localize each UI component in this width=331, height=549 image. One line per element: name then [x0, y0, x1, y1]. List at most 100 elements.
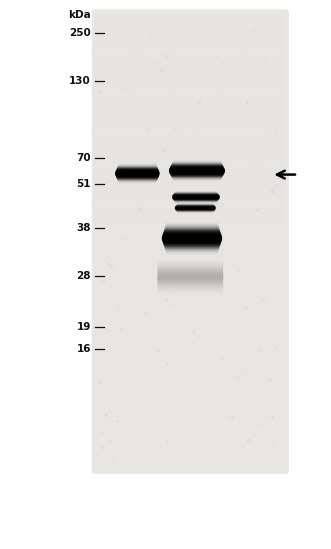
Text: 51: 51 — [76, 179, 91, 189]
Text: 19: 19 — [77, 322, 91, 332]
FancyBboxPatch shape — [173, 194, 219, 198]
FancyBboxPatch shape — [172, 176, 221, 180]
FancyBboxPatch shape — [116, 169, 159, 173]
FancyBboxPatch shape — [92, 9, 289, 474]
FancyBboxPatch shape — [164, 230, 220, 234]
FancyBboxPatch shape — [174, 198, 218, 201]
FancyBboxPatch shape — [164, 243, 220, 248]
FancyBboxPatch shape — [117, 177, 158, 181]
FancyBboxPatch shape — [175, 205, 215, 209]
FancyBboxPatch shape — [170, 166, 223, 170]
Bar — [94, 376, 286, 387]
Bar — [94, 306, 286, 317]
FancyBboxPatch shape — [174, 198, 218, 201]
FancyBboxPatch shape — [172, 161, 221, 165]
FancyBboxPatch shape — [163, 239, 221, 244]
FancyBboxPatch shape — [176, 204, 214, 208]
Bar — [94, 236, 286, 247]
Bar — [94, 434, 286, 446]
Bar — [94, 259, 286, 271]
Bar — [94, 189, 286, 200]
Bar — [94, 14, 286, 25]
FancyBboxPatch shape — [170, 170, 224, 174]
FancyBboxPatch shape — [117, 166, 158, 170]
FancyBboxPatch shape — [172, 163, 222, 167]
FancyBboxPatch shape — [169, 169, 225, 173]
Bar — [94, 131, 286, 142]
FancyBboxPatch shape — [162, 237, 222, 242]
FancyBboxPatch shape — [164, 229, 220, 233]
FancyBboxPatch shape — [177, 209, 214, 212]
FancyBboxPatch shape — [116, 170, 159, 173]
FancyBboxPatch shape — [172, 195, 219, 199]
FancyBboxPatch shape — [118, 178, 157, 182]
Bar — [94, 72, 286, 83]
Text: 250: 250 — [69, 28, 91, 38]
Text: kDa: kDa — [68, 10, 91, 20]
FancyBboxPatch shape — [172, 195, 219, 199]
Bar — [94, 388, 286, 399]
FancyBboxPatch shape — [116, 170, 159, 174]
FancyBboxPatch shape — [174, 192, 217, 196]
Bar — [94, 329, 286, 340]
Bar — [94, 271, 286, 282]
FancyBboxPatch shape — [169, 170, 224, 173]
Bar — [94, 248, 286, 259]
FancyBboxPatch shape — [176, 204, 214, 208]
FancyBboxPatch shape — [171, 164, 223, 169]
Bar — [94, 25, 286, 37]
FancyBboxPatch shape — [171, 174, 222, 178]
Bar — [94, 177, 286, 189]
FancyBboxPatch shape — [170, 167, 224, 171]
FancyBboxPatch shape — [157, 270, 223, 275]
FancyBboxPatch shape — [157, 268, 223, 273]
FancyBboxPatch shape — [174, 193, 218, 196]
FancyBboxPatch shape — [116, 174, 159, 178]
FancyBboxPatch shape — [165, 228, 219, 232]
FancyBboxPatch shape — [172, 195, 220, 199]
Bar — [94, 423, 286, 434]
Bar — [94, 364, 286, 376]
Bar — [94, 446, 286, 457]
FancyBboxPatch shape — [171, 164, 222, 167]
Bar — [94, 96, 286, 107]
FancyBboxPatch shape — [174, 198, 217, 202]
FancyBboxPatch shape — [171, 173, 223, 177]
FancyBboxPatch shape — [116, 171, 159, 175]
FancyBboxPatch shape — [117, 167, 158, 171]
FancyBboxPatch shape — [163, 241, 221, 245]
FancyBboxPatch shape — [175, 207, 215, 211]
Bar — [94, 201, 286, 212]
FancyBboxPatch shape — [157, 275, 223, 280]
FancyBboxPatch shape — [157, 273, 223, 278]
FancyBboxPatch shape — [172, 175, 222, 180]
Text: 16: 16 — [76, 344, 91, 354]
FancyBboxPatch shape — [174, 193, 218, 197]
FancyBboxPatch shape — [165, 247, 219, 251]
FancyBboxPatch shape — [165, 227, 219, 231]
FancyBboxPatch shape — [165, 245, 219, 250]
FancyBboxPatch shape — [173, 194, 219, 198]
FancyBboxPatch shape — [157, 281, 223, 285]
FancyBboxPatch shape — [176, 208, 215, 211]
Bar — [94, 154, 286, 165]
FancyBboxPatch shape — [166, 224, 218, 228]
FancyBboxPatch shape — [116, 172, 159, 176]
FancyBboxPatch shape — [176, 208, 214, 212]
FancyBboxPatch shape — [176, 209, 214, 212]
Bar — [94, 119, 286, 130]
Text: 130: 130 — [69, 76, 91, 86]
FancyBboxPatch shape — [175, 199, 217, 203]
FancyBboxPatch shape — [157, 277, 223, 282]
FancyBboxPatch shape — [173, 196, 219, 200]
Bar — [94, 49, 286, 60]
FancyBboxPatch shape — [163, 231, 221, 236]
FancyBboxPatch shape — [175, 206, 215, 209]
Bar — [94, 224, 286, 236]
FancyBboxPatch shape — [171, 165, 223, 169]
Bar — [94, 458, 286, 469]
FancyBboxPatch shape — [117, 168, 158, 172]
FancyBboxPatch shape — [170, 166, 224, 171]
FancyBboxPatch shape — [118, 178, 157, 182]
FancyBboxPatch shape — [172, 162, 222, 166]
